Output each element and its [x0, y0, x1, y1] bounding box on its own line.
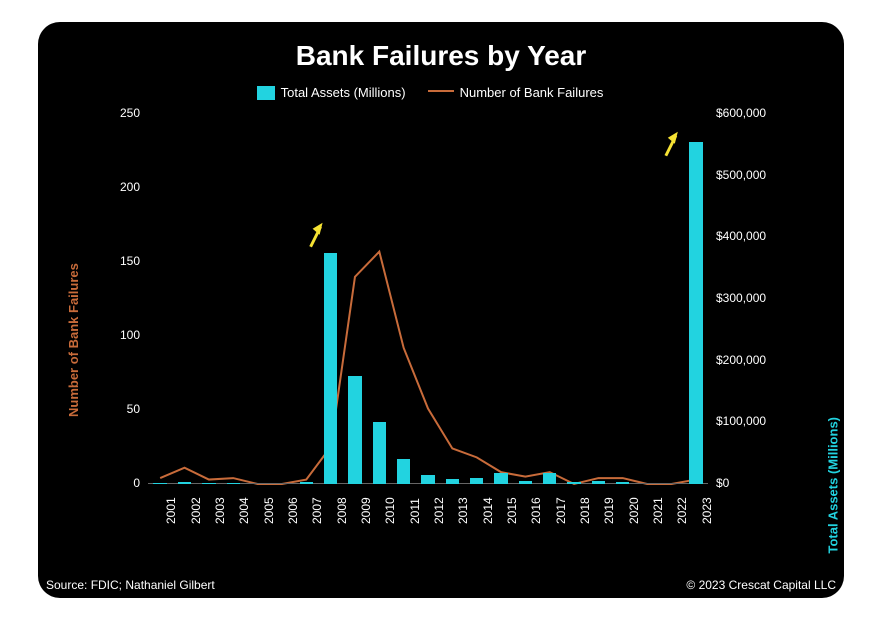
y-right-tick: $600,000 — [716, 106, 766, 120]
bar — [324, 253, 337, 484]
x-tick: 2006 — [286, 497, 300, 524]
plot-area — [148, 114, 708, 484]
x-tick: 2004 — [237, 497, 251, 524]
bar — [567, 482, 580, 484]
bar — [494, 473, 507, 484]
bar — [421, 475, 434, 484]
x-tick: 2001 — [164, 497, 178, 524]
line-svg — [148, 114, 708, 484]
bar — [227, 483, 240, 484]
annotation-arrow — [311, 223, 323, 247]
x-tick: 2018 — [578, 497, 592, 524]
x-tick: 2009 — [359, 497, 373, 524]
x-tick: 2003 — [213, 497, 227, 524]
bar — [373, 422, 386, 484]
bar — [543, 473, 556, 484]
y-left-tick: 100 — [120, 328, 140, 342]
footer-copyright: © 2023 Crescat Capital LLC — [686, 578, 836, 592]
bar — [153, 483, 166, 484]
chart-panel: Bank Failures by Year Total Assets (Mill… — [38, 22, 844, 598]
y-left-tick: 50 — [127, 402, 140, 416]
y-right-tick: $0 — [716, 476, 729, 490]
x-tick: 2017 — [554, 497, 568, 524]
legend-label: Total Assets (Millions) — [275, 85, 428, 100]
x-tick: 2007 — [310, 497, 324, 524]
x-tick: 2020 — [627, 497, 641, 524]
x-tick: 2010 — [383, 497, 397, 524]
x-tick: 2023 — [700, 497, 714, 524]
bar — [689, 142, 702, 484]
bar — [592, 481, 605, 484]
chart-title: Bank Failures by Year — [38, 40, 844, 72]
bar — [178, 482, 191, 484]
x-tick: 2005 — [262, 497, 276, 524]
x-tick: 2011 — [408, 498, 422, 524]
legend-line-swatch — [428, 90, 454, 92]
y-left-tick: 150 — [120, 254, 140, 268]
x-tick: 2016 — [529, 497, 543, 524]
x-tick: 2012 — [432, 497, 446, 524]
y-right-tick: $200,000 — [716, 353, 766, 367]
bar — [397, 459, 410, 484]
x-tick: 2002 — [189, 497, 203, 524]
bar — [348, 376, 361, 484]
bar — [616, 482, 629, 484]
y-left-tick: 200 — [120, 180, 140, 194]
bar — [202, 483, 215, 484]
y-left-tick: 0 — [133, 476, 140, 490]
y-right-tick: $300,000 — [716, 291, 766, 305]
y-left-tick: 250 — [120, 106, 140, 120]
y-right-tick: $400,000 — [716, 229, 766, 243]
bar — [446, 479, 459, 484]
footer-source: Source: FDIC; Nathaniel Gilbert — [46, 578, 215, 592]
annotation-arrow — [666, 132, 678, 156]
x-tick: 2014 — [481, 497, 495, 524]
line-series — [160, 252, 696, 484]
y-right-tick: $100,000 — [716, 414, 766, 428]
x-tick: 2013 — [456, 497, 470, 524]
y-right-tick: $500,000 — [716, 168, 766, 182]
bar — [519, 481, 532, 484]
stage: Bank Failures by Year Total Assets (Mill… — [0, 0, 882, 624]
y-axis-left-label: Number of Bank Failures — [66, 264, 81, 418]
bar — [470, 478, 483, 484]
x-tick: 2021 — [651, 497, 665, 524]
bar — [300, 482, 313, 484]
legend-label: Number of Bank Failures — [454, 85, 626, 100]
x-tick: 2015 — [505, 497, 519, 524]
x-tick: 2008 — [335, 497, 349, 524]
x-tick: 2022 — [675, 497, 689, 524]
x-tick: 2019 — [602, 497, 616, 524]
legend: Total Assets (Millions) Number of Bank Fa… — [38, 84, 844, 100]
legend-bar-swatch — [257, 86, 275, 100]
y-axis-right-label: Total Assets (Millions) — [826, 417, 841, 554]
